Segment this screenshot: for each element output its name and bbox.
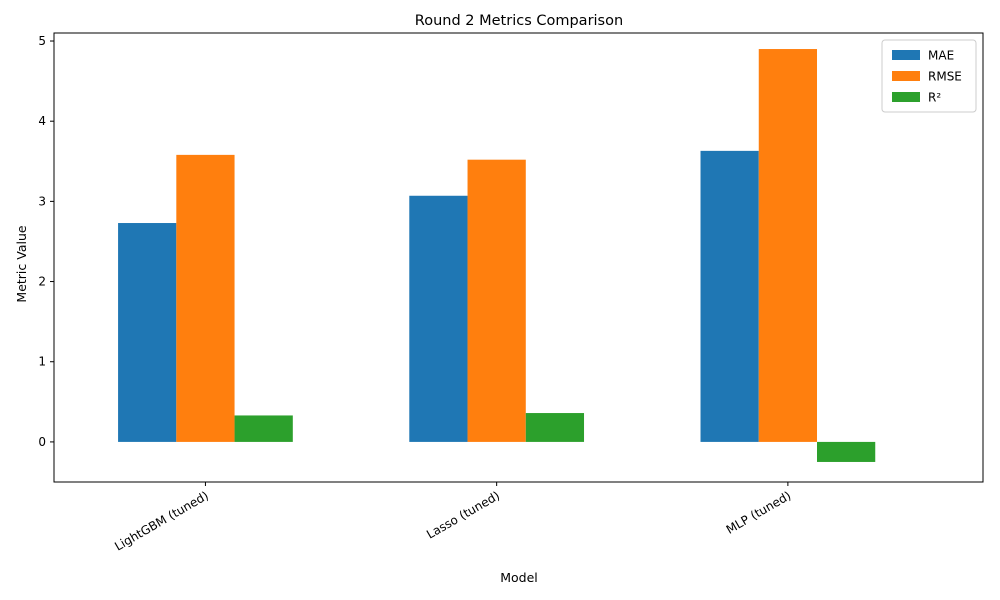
y-axis: 0 1 2 3 4 5 <box>38 34 54 449</box>
x-axis-label: Model <box>500 570 538 585</box>
legend-label: MAE <box>928 49 954 63</box>
x-tick-label: MLP (tuned) <box>724 488 794 536</box>
plot-area-frame <box>53 32 984 483</box>
bar-r-2 <box>817 441 876 462</box>
y-tick-label: 3 <box>38 194 46 208</box>
y-tick-label: 4 <box>38 114 46 128</box>
y-tick-label: 2 <box>38 275 46 289</box>
legend: MAE RMSE R² <box>881 39 977 113</box>
legend-swatch <box>892 50 920 60</box>
bar-rmse-1 <box>467 159 526 442</box>
legend-swatch <box>892 71 920 81</box>
x-axis: LightGBM (tuned) Lasso (tuned) MLP (tuned) <box>112 482 793 554</box>
bars-group <box>118 49 876 462</box>
y-tick-label: 5 <box>38 34 46 48</box>
legend-label: R² <box>928 91 941 105</box>
bar-r-1 <box>525 413 585 442</box>
y-axis-label: Metric Value <box>14 225 29 302</box>
y-tick-label: 1 <box>38 355 46 369</box>
bar-mae-2 <box>700 150 759 442</box>
bar-rmse-2 <box>758 49 818 442</box>
bar-mae-1 <box>409 195 468 442</box>
legend-swatch <box>892 92 920 102</box>
y-tick-label: 0 <box>38 435 46 449</box>
chart-title: Round 2 Metrics Comparison <box>415 13 623 29</box>
bar-mae-0 <box>118 223 177 442</box>
x-tick-label: Lasso (tuned) <box>424 488 502 541</box>
x-tick-label: LightGBM (tuned) <box>112 488 211 553</box>
bar-rmse-0 <box>176 154 235 442</box>
bar-r-0 <box>234 415 293 442</box>
legend-label: RMSE <box>928 70 962 84</box>
